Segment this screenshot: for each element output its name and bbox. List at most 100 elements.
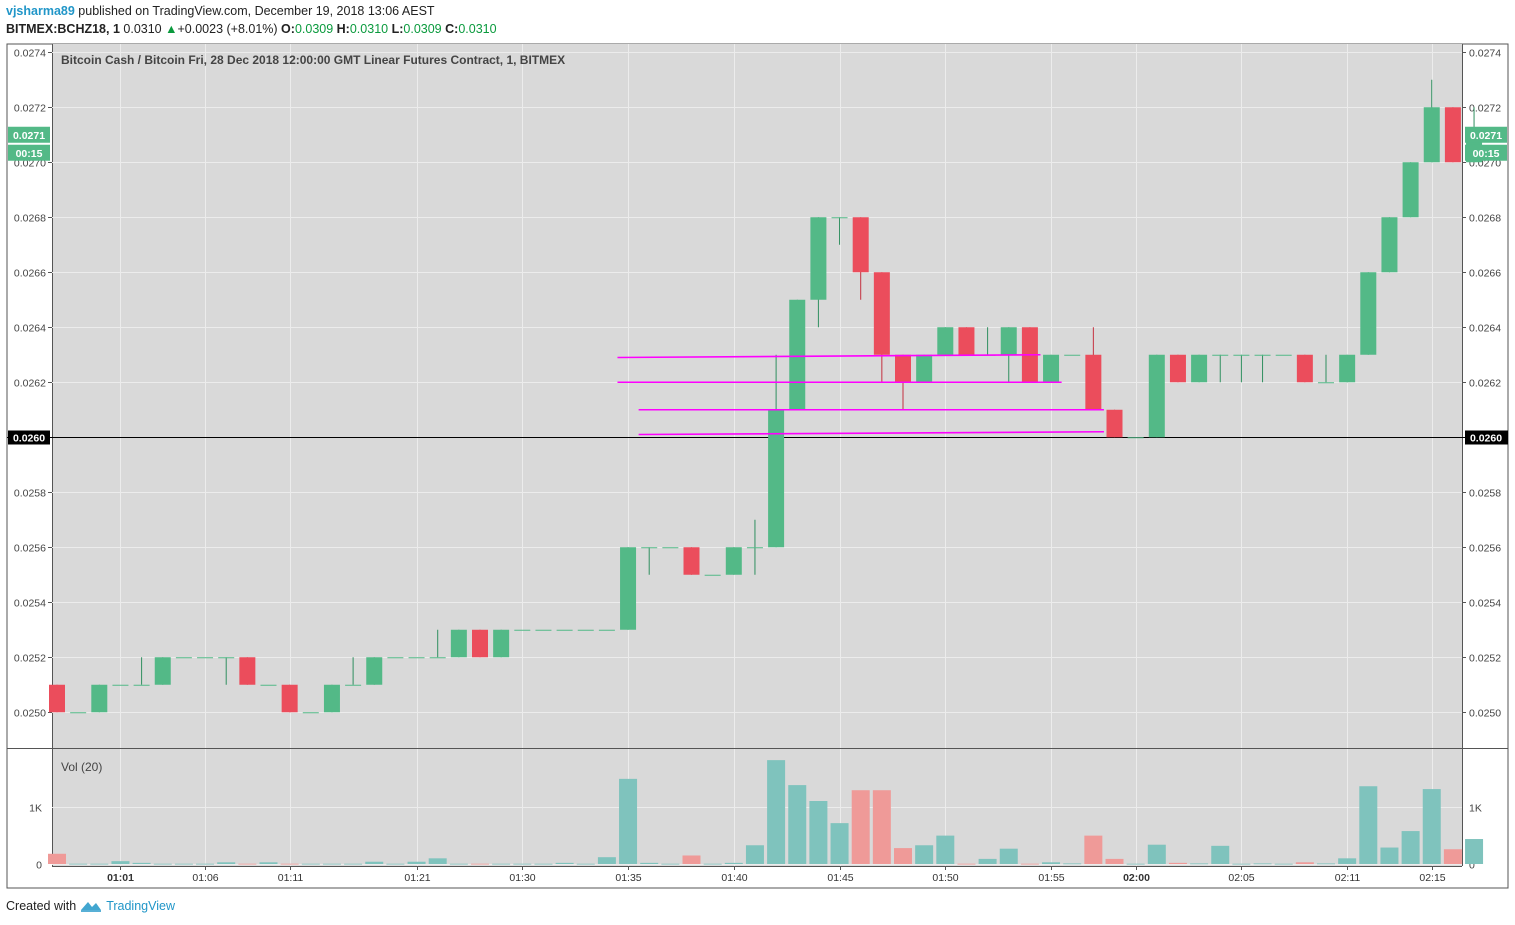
candle-body[interactable] [746,547,763,549]
volume-bar [407,861,426,864]
candle-body[interactable] [1254,354,1271,356]
volume-bar [280,863,299,865]
candle-body[interactable] [789,299,806,410]
candle-body[interactable] [873,272,890,355]
candle-body[interactable] [725,547,742,575]
candle-body[interactable] [1339,354,1356,383]
candle-body[interactable] [556,629,573,631]
candle-body[interactable] [472,629,488,658]
candle-body[interactable] [1423,107,1440,163]
candle-body[interactable] [154,657,171,685]
candle-body[interactable] [70,712,87,714]
volume-bar [153,863,172,865]
candle-body[interactable] [281,684,298,713]
last-price-tag-left [8,126,50,143]
price-tick-label-left: 0.0266 [14,268,46,280]
candle-body[interactable] [323,684,340,713]
tradingview-brand-link[interactable]: TradingView [106,899,175,913]
candle-body[interactable] [620,547,637,630]
candle-body[interactable] [429,657,446,659]
footer: Created with TradingView [6,899,175,913]
candle-body[interactable] [1085,354,1102,410]
candle-body[interactable] [112,684,129,686]
candle-body[interactable] [366,657,383,685]
candle-body[interactable] [662,547,679,549]
candle-body[interactable] [49,684,65,713]
candle-body[interactable] [577,629,594,631]
candle-body[interactable] [91,684,108,713]
volume-bar [894,848,912,864]
candle-body[interactable] [1381,217,1398,273]
volume-bar [90,863,109,865]
candle-body[interactable] [493,629,510,658]
symbol-name[interactable]: BITMEX:BCHZ18, 1 [6,22,120,36]
last-price-tag-right-text: 0.0271 [1470,130,1502,142]
candle-body[interactable] [598,629,615,631]
candle-body[interactable] [810,217,827,300]
candle-body[interactable] [302,712,319,714]
candle-body[interactable] [1212,354,1229,356]
time-tick-label: 02:00 [1123,872,1150,884]
volume-bar [999,848,1018,864]
candle-body[interactable] [852,217,869,273]
candle-body[interactable] [683,547,700,575]
candle-body[interactable] [1444,107,1461,163]
candle-body[interactable] [239,657,256,685]
level-tag-left [8,430,50,445]
candle-body[interactable] [535,629,552,631]
volume-bar [1211,845,1230,864]
magenta-trend-line[interactable] [638,430,1104,436]
volume-bar [1422,789,1441,864]
volume-bar [724,862,743,864]
magenta-trend-line[interactable] [617,353,1041,359]
candle-body[interactable] [895,354,911,383]
volume-bar [851,790,870,864]
candle-body[interactable] [641,547,658,549]
candle-body[interactable] [450,629,467,658]
candle-body[interactable] [133,684,150,686]
candle-body[interactable] [408,657,425,659]
candle-body[interactable] [916,354,933,383]
candle-body[interactable] [1360,272,1377,355]
price-tick-label-right: 0.0252 [1469,653,1501,665]
candle-body[interactable] [1127,437,1144,439]
candle-body[interactable] [514,629,531,631]
candle-body[interactable] [958,327,975,355]
candle-body[interactable] [197,657,214,659]
candle-body[interactable] [1191,354,1208,383]
candle-body[interactable] [1402,162,1419,218]
author-link[interactable]: vjsharma89 [6,4,75,18]
candle-body[interactable] [768,409,785,548]
candle-body[interactable] [1318,382,1334,384]
candle-body[interactable] [218,657,235,659]
published-text: published on TradingView.com, December 1… [78,4,435,18]
candle-body[interactable] [1064,354,1081,356]
volume-bar [174,863,193,865]
volume-bar [1317,863,1335,865]
candle-body[interactable] [1000,327,1017,355]
price-tick-label-left: 0.0254 [14,598,46,610]
candle-body[interactable] [937,327,954,355]
candle-body[interactable] [1169,354,1186,383]
candle-body[interactable] [1148,354,1165,438]
candle-body[interactable] [175,657,192,659]
volume-bar [132,862,151,864]
candle-body[interactable] [1275,354,1292,356]
candle-body[interactable] [831,217,848,219]
volume-bar [1084,835,1103,864]
candle-body[interactable] [1296,354,1313,383]
volume-bar [830,823,849,864]
candle-body[interactable] [1233,354,1250,356]
candle-body[interactable] [387,657,404,659]
candle-body[interactable] [704,574,721,576]
volume-bar [1359,786,1378,864]
time-tick-label: 01:35 [615,872,641,884]
candle-body[interactable] [1106,409,1123,438]
candle-body[interactable] [1043,354,1060,383]
price-tick-label-right: 0.0274 [1469,48,1501,60]
volume-bar [1465,839,1484,864]
candle-body[interactable] [260,684,277,686]
price-change: +0.0023 (+8.01%) [177,22,278,36]
candle-body[interactable] [345,684,362,686]
